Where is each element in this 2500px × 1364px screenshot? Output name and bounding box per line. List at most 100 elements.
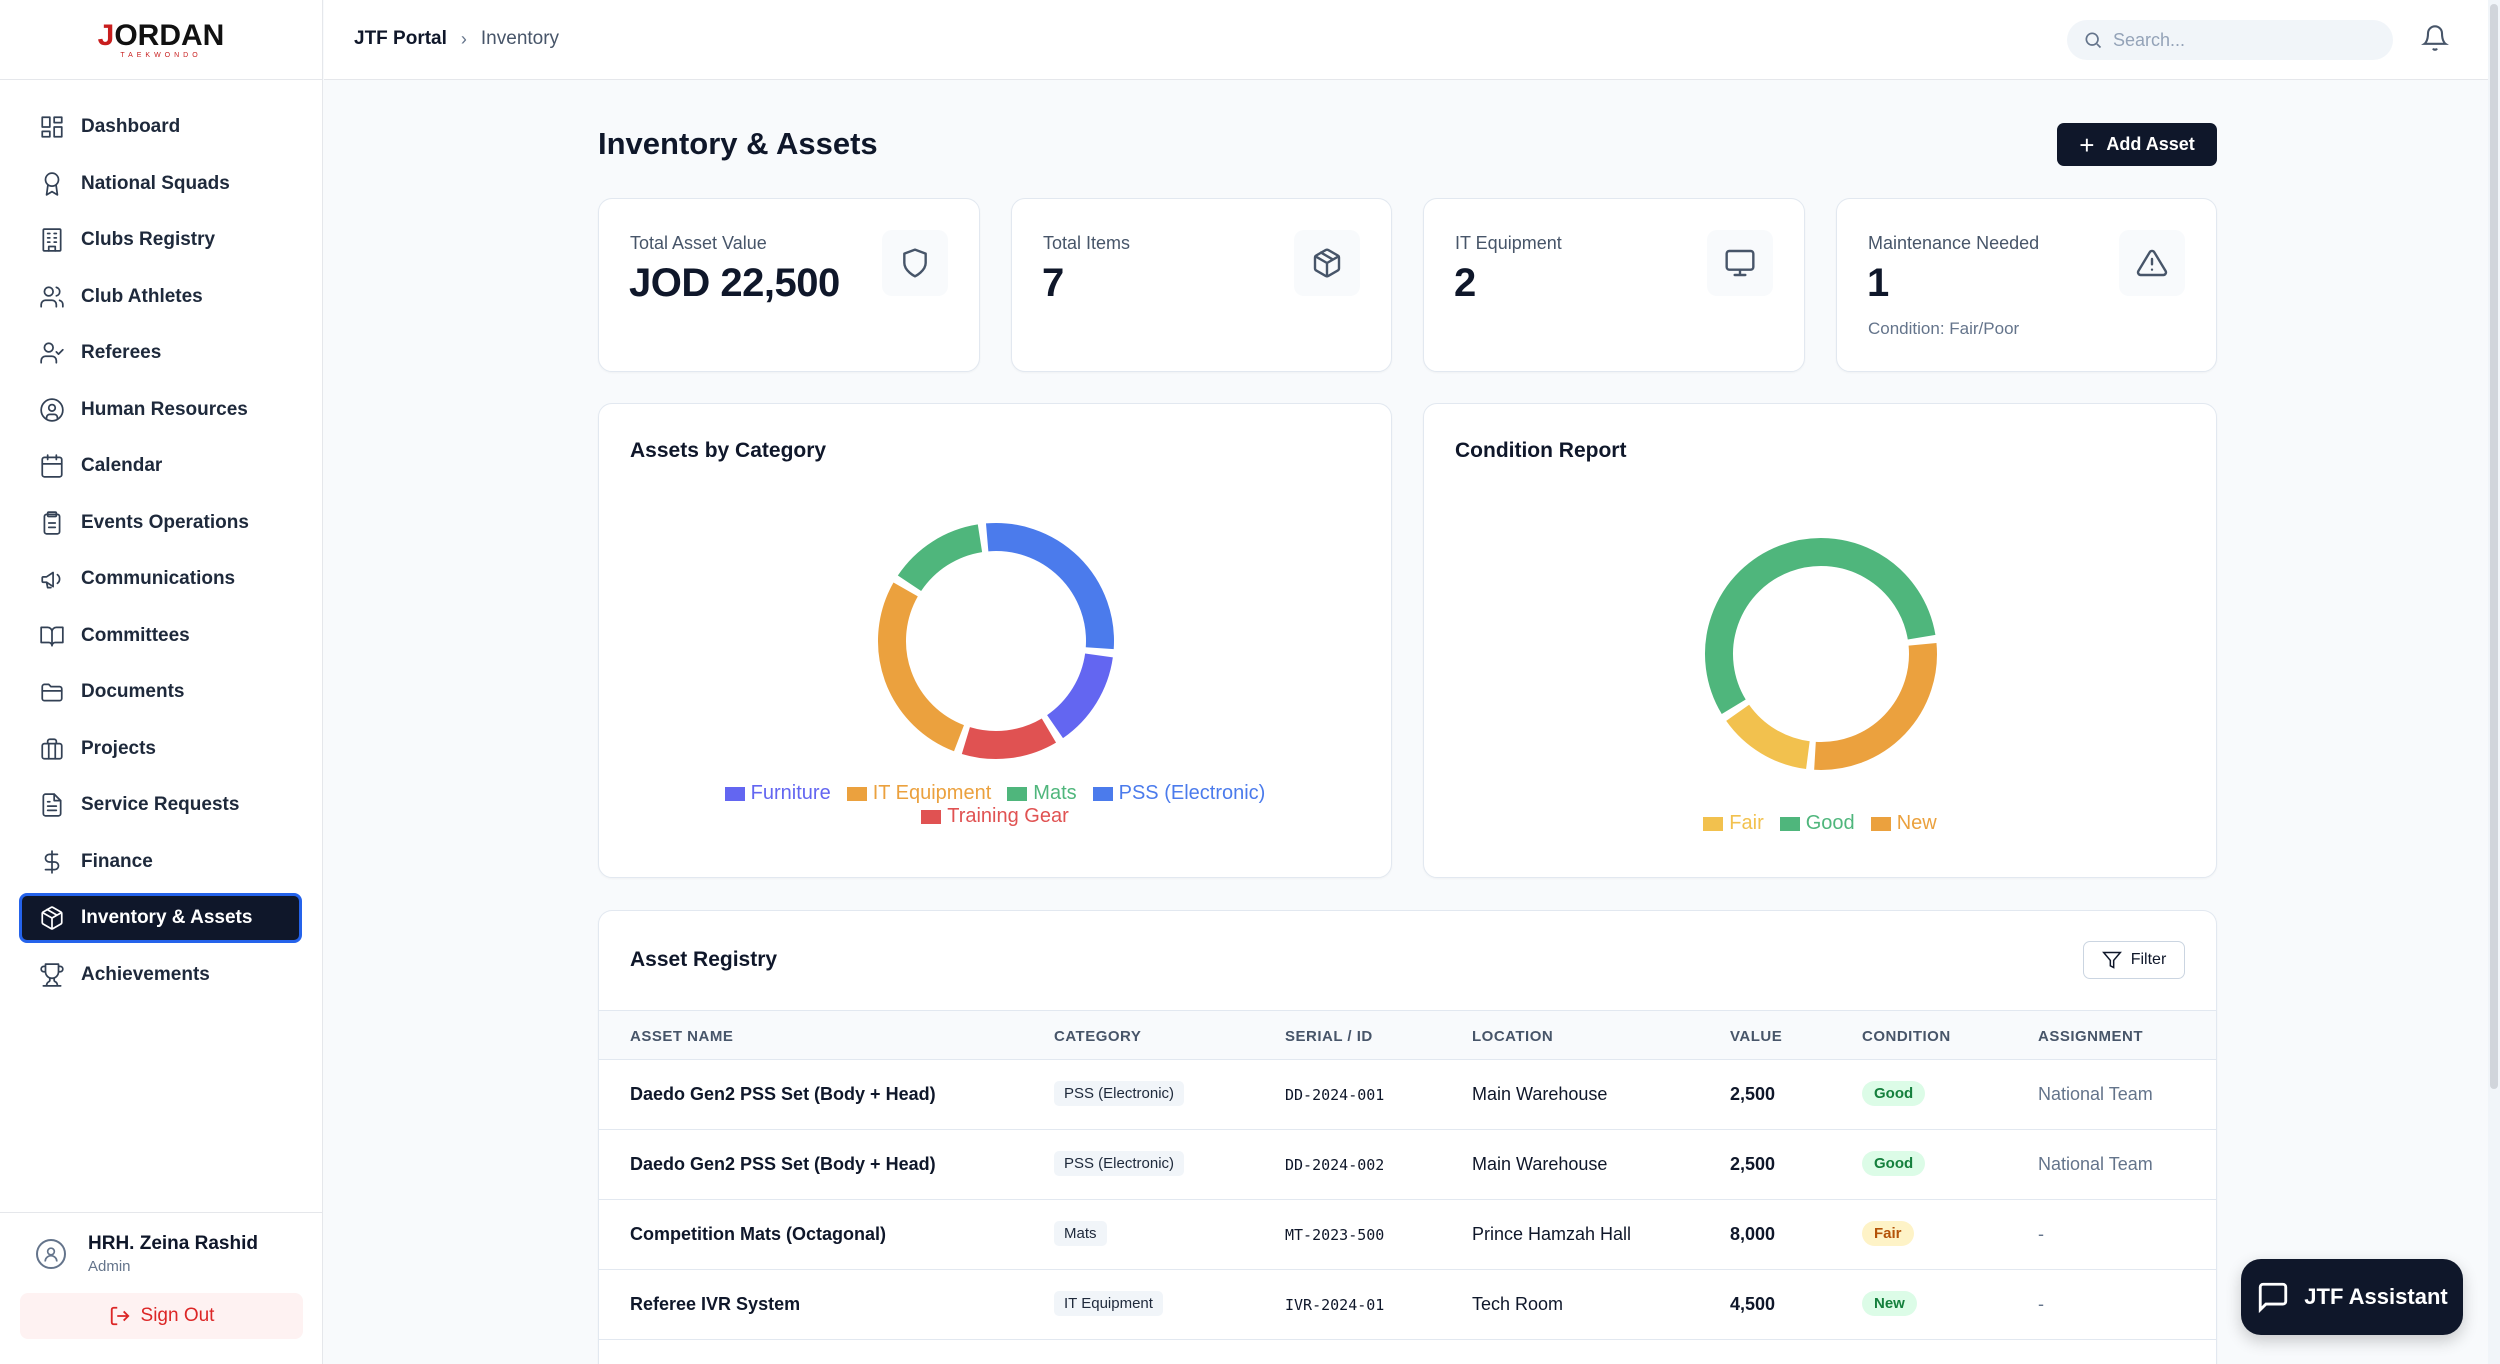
scrollbar-thumb[interactable] (2490, 4, 2498, 1089)
chart-title: Assets by Category (630, 439, 827, 462)
breadcrumb-root[interactable]: JTF Portal (354, 28, 447, 49)
stat-label: Total Asset Value (630, 233, 767, 253)
legend-swatch (921, 809, 942, 824)
sidebar-item-national-squads[interactable]: National Squads (19, 159, 302, 209)
legend-item[interactable]: Furniture (724, 782, 831, 805)
condition-legend: Fair Good New (1424, 812, 2216, 835)
table-header: ASSET NAME CATEGORY SERIAL / ID LOCATION… (599, 1010, 2216, 1060)
asset-name: Competition Mats (Octagonal) (630, 1224, 886, 1244)
sidebar-item-label: Calendar (81, 455, 163, 476)
legend-item[interactable]: Fair (1703, 812, 1764, 835)
table-row[interactable]: Daedo Gen2 PSS Set (Body + Head) PSS (Ele… (599, 1060, 2216, 1130)
sidebar-item-label: Club Athletes (81, 285, 203, 307)
legend-item[interactable]: Training Gear (921, 805, 1069, 828)
serial-id: DD-2024-002 (1285, 1156, 1385, 1174)
file-text-icon (42, 793, 62, 817)
legend-item[interactable]: Good (1779, 812, 1855, 835)
legend-item[interactable]: PSS (Electronic) (1092, 782, 1265, 805)
sidebar-item-label: Service Requests (81, 794, 240, 815)
sidebar-item-dashboard[interactable]: Dashboard (19, 102, 302, 152)
logo-subtitle: TAEKWONDO (120, 51, 202, 59)
calendar-icon (41, 454, 63, 478)
sidebar-item-achievements[interactable]: Achievements (19, 950, 302, 1000)
chart-title: Condition Report (1455, 439, 1627, 462)
legend-label: New (1896, 812, 1937, 834)
donut-slice-it-equipment[interactable] (878, 582, 965, 752)
page-scrollbar[interactable] (2488, 0, 2500, 1364)
user-panel: HRH. Zeina Rashid Admin Sign Out (0, 1212, 323, 1364)
search-box[interactable] (2067, 20, 2393, 60)
chevron-right-icon: › (460, 28, 467, 49)
table-row[interactable]: Competition Mats (Octagonal) Mats MT-2023-… (599, 1200, 2216, 1270)
location: Main Warehouse (1472, 1154, 1608, 1174)
sidebar-item-finance[interactable]: Finance (19, 837, 302, 887)
sidebar-item-service-requests[interactable]: Service Requests (19, 780, 302, 830)
donut-slice-furniture[interactable] (1046, 653, 1113, 739)
sidebar-item-label: Dashboard (81, 116, 181, 137)
legend-swatch (724, 786, 745, 801)
donut-slice-fair[interactable] (1726, 704, 1811, 770)
sidebar-item-committees[interactable]: Committees (19, 611, 302, 661)
notifications-button[interactable] (2421, 24, 2451, 54)
column-header[interactable]: CONDITION (1862, 1028, 1951, 1045)
stat-icon-box (1707, 230, 1773, 296)
award-icon (44, 171, 60, 196)
logo-word: ORDAN (114, 18, 225, 52)
condition-badge: Fair (1862, 1221, 1914, 1246)
user-name: HRH. Zeina Rashid (88, 1233, 258, 1254)
search-input[interactable] (2113, 29, 2373, 51)
legend-swatch (1870, 816, 1891, 831)
sidebar-item-clubs-registry[interactable]: Clubs Registry (19, 215, 302, 265)
donut-slice-good[interactable] (1705, 538, 1936, 715)
legend-item[interactable]: New (1870, 812, 1937, 835)
legend-item[interactable]: IT Equipment (846, 782, 991, 805)
user-profile[interactable]: HRH. Zeina Rashid Admin (20, 1233, 303, 1275)
user-icon (44, 1247, 58, 1262)
sidebar-item-calendar[interactable]: Calendar (19, 441, 302, 491)
category-badge: IT Equipment (1054, 1291, 1163, 1316)
sidebar-item-label: Events Operations (81, 511, 249, 533)
table-row[interactable]: Referee IVR System IT Equipment IVR-2024-0… (599, 1270, 2216, 1340)
column-header[interactable]: LOCATION (1472, 1028, 1554, 1045)
sidebar-item-projects[interactable]: Projects (19, 724, 302, 774)
asset-name: Daedo Gen2 PSS Set (Body + Head) (630, 1154, 936, 1174)
assignment: National Team (2038, 1154, 2153, 1174)
donut-slice-mats[interactable] (897, 524, 983, 592)
column-header[interactable]: ASSIGNMENT (2038, 1028, 2144, 1045)
sign-out-button[interactable]: Sign Out (20, 1293, 303, 1339)
clipboard-icon (43, 510, 61, 535)
sidebar-item-documents[interactable]: Documents (19, 667, 302, 717)
alert-triangle-icon (2136, 249, 2168, 277)
legend-item[interactable]: Mats (1007, 782, 1077, 805)
shield-icon (903, 248, 927, 278)
stat-label: Total Items (1043, 233, 1131, 253)
donut-slice-new[interactable] (1814, 642, 1937, 770)
column-header[interactable]: SERIAL / ID (1285, 1028, 1373, 1045)
sidebar-item-communications[interactable]: Communications (19, 554, 302, 604)
building-icon (42, 228, 62, 252)
sidebar-item-human-resources[interactable]: Human Resources (19, 385, 302, 435)
sidebar-item-inventory-assets[interactable]: Inventory & Assets (19, 893, 302, 943)
bell-icon (2421, 25, 2449, 51)
add-asset-button[interactable]: + Add Asset (2057, 123, 2217, 166)
page-title: Inventory & Assets (598, 126, 878, 161)
donut-slice-pss-electronic[interactable] (985, 523, 1114, 650)
assistant-label: JTF Assistant (2304, 1284, 2448, 1309)
sidebar-item-events-operations[interactable]: Events Operations (19, 498, 302, 548)
table-row[interactable]: Daedo Gen2 PSS Set (Body + Head) PSS (Ele… (599, 1130, 2216, 1200)
column-header[interactable]: VALUE (1730, 1028, 1783, 1045)
legend-swatch (846, 786, 867, 801)
sidebar-item-club-athletes[interactable]: Club Athletes (19, 272, 302, 322)
location: Main Warehouse (1472, 1084, 1608, 1104)
assistant-button[interactable]: JTF Assistant (2241, 1259, 2463, 1335)
column-header[interactable]: CATEGORY (1054, 1028, 1142, 1045)
stat-label: IT Equipment (1455, 233, 1562, 253)
filter-button[interactable]: Filter (2083, 941, 2185, 979)
donut-slice-training-gear[interactable] (961, 718, 1057, 759)
stat-value: 7 (1042, 261, 1064, 305)
column-header[interactable]: ASSET NAME (630, 1028, 734, 1045)
sidebar-item-label: Human Resources (81, 398, 248, 420)
sidebar-item-label: Communications (81, 568, 236, 589)
sidebar-item-referees[interactable]: Referees (19, 328, 302, 378)
logo[interactable]: JORDAN TAEKWONDO (0, 0, 322, 80)
